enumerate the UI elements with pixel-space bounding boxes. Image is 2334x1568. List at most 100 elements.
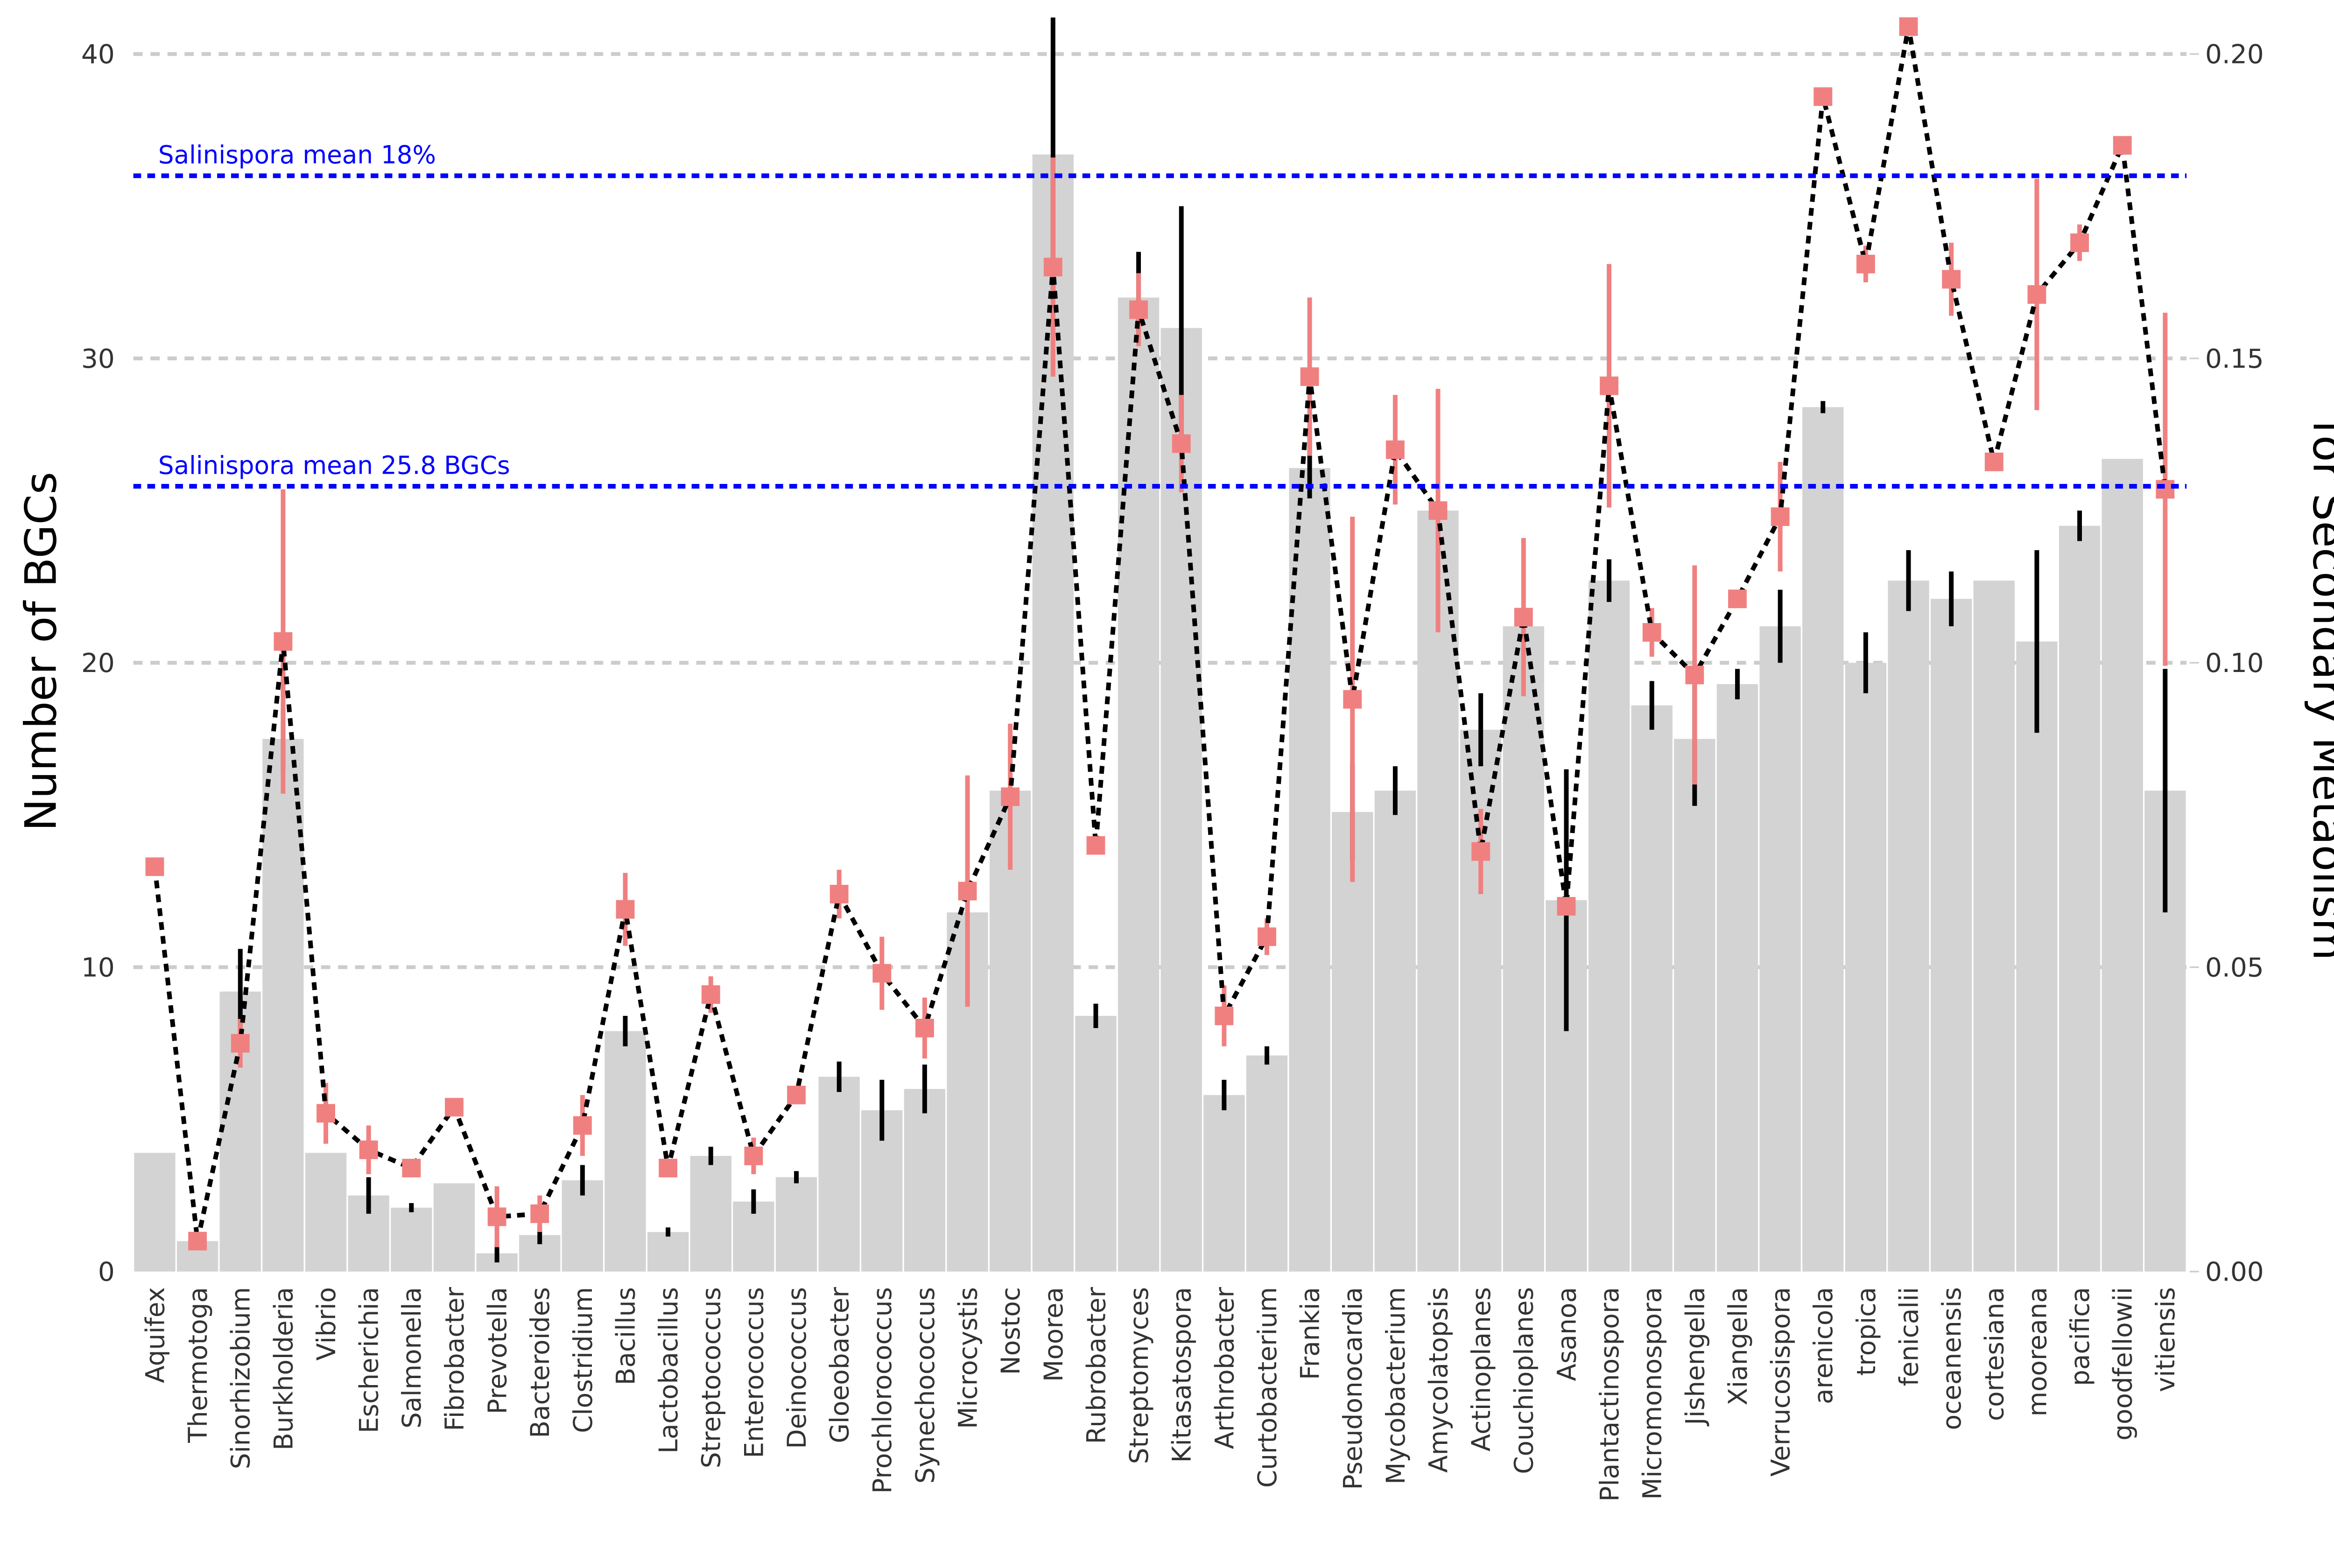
y2-tick-label: 0.00 xyxy=(2205,1257,2264,1288)
x-tick-label: Verrucosispora xyxy=(1766,1287,1796,1477)
y2-tick-label: 0.20 xyxy=(2205,40,2264,70)
bar xyxy=(2102,459,2143,1272)
point xyxy=(1343,690,1362,709)
point xyxy=(1215,1006,1234,1025)
x-tick-label: Prochlorococcus xyxy=(867,1287,897,1494)
point xyxy=(2156,480,2175,499)
point xyxy=(1258,927,1276,946)
x-tick-label: Mycobacterium xyxy=(1381,1287,1411,1484)
point xyxy=(1685,665,1704,685)
bar xyxy=(775,1177,817,1272)
y-tick-label: 30 xyxy=(81,344,115,374)
y-tick-label: 20 xyxy=(81,648,115,679)
x-tick-label: Sinorhizobium xyxy=(226,1287,256,1469)
bar xyxy=(433,1183,475,1272)
point xyxy=(573,1116,592,1135)
x-tick-label: Kitasatospora xyxy=(1167,1287,1197,1463)
x-tick-label: Prevotella xyxy=(483,1287,513,1414)
point xyxy=(1514,608,1533,627)
x-tick-label: pacifica xyxy=(2065,1287,2095,1386)
point xyxy=(1043,258,1062,277)
x-tick-label: Thermotoga xyxy=(183,1287,213,1443)
x-tick-label: mooreana xyxy=(2022,1287,2052,1416)
x-tick-label: Nostoc xyxy=(996,1287,1026,1375)
x-tick-label: cortesiana xyxy=(1980,1287,2010,1421)
point xyxy=(744,1146,763,1165)
x-tick-label: vitiensis xyxy=(2151,1287,2180,1392)
point xyxy=(274,632,293,651)
point xyxy=(1001,787,1020,806)
point xyxy=(1086,836,1105,855)
y2-tick-label: 0.10 xyxy=(2205,648,2264,679)
x-tick-label: Pseudonocardia xyxy=(1338,1287,1368,1490)
point xyxy=(402,1159,421,1177)
y-axis-title: Number of BGCs xyxy=(16,472,66,831)
x-tick-label: oceanensis xyxy=(1937,1287,1967,1430)
y-tick-label: 10 xyxy=(81,952,115,983)
bar xyxy=(134,1153,176,1272)
x-tick-label: Asanoa xyxy=(1552,1287,1582,1381)
point xyxy=(2027,285,2046,304)
bar xyxy=(1246,1055,1288,1272)
bar xyxy=(690,1155,731,1272)
point xyxy=(1385,440,1405,459)
y-tick-label: 40 xyxy=(81,40,115,70)
bar xyxy=(1759,626,1801,1272)
x-tick-label: Lactobacillus xyxy=(654,1287,683,1454)
point xyxy=(1428,501,1448,520)
bar xyxy=(1631,705,1673,1272)
x-tick-label: Frankia xyxy=(1295,1287,1325,1380)
bar xyxy=(605,1031,646,1272)
point xyxy=(1557,897,1576,916)
point xyxy=(1600,376,1618,395)
x-tick-label: Plantactinospora xyxy=(1595,1287,1624,1502)
point xyxy=(145,857,164,876)
y2-tick-label: 0.15 xyxy=(2205,344,2264,374)
x-tick-label: Curtobacterium xyxy=(1252,1287,1282,1488)
point xyxy=(958,882,977,901)
bar xyxy=(1374,791,1416,1272)
x-tick-label: Fibrobacter xyxy=(440,1287,470,1431)
point xyxy=(1471,842,1490,861)
bar xyxy=(1332,812,1373,1272)
point xyxy=(787,1085,806,1105)
x-tick-label: Escherichia xyxy=(354,1287,384,1433)
grid xyxy=(133,52,2187,969)
point xyxy=(2113,136,2132,155)
x-tick-label: Jishengella xyxy=(1680,1287,1710,1427)
point xyxy=(2070,233,2089,252)
bar xyxy=(647,1232,689,1272)
bar xyxy=(990,791,1031,1272)
x-tick-label: Vibrio xyxy=(311,1287,341,1361)
point xyxy=(487,1207,506,1226)
x-tick-label: Xiangella xyxy=(1723,1287,1753,1406)
bar xyxy=(1930,599,1972,1272)
point xyxy=(445,1098,464,1117)
x-tick-label: Synechococcus xyxy=(910,1287,940,1484)
bar xyxy=(1075,1015,1117,1272)
point xyxy=(830,885,849,903)
y2-axis-title: for Secondary Metaolism xyxy=(2304,420,2334,960)
bar xyxy=(1674,739,1715,1272)
point xyxy=(188,1232,207,1251)
bar xyxy=(818,1077,860,1272)
x-tick-label: Burkholderia xyxy=(268,1287,298,1450)
x-tick-label: Arthrobacter xyxy=(1209,1287,1239,1449)
bar xyxy=(1289,468,1330,1272)
bar xyxy=(305,1153,347,1272)
x-tick-label: Bacillus xyxy=(611,1287,640,1385)
point xyxy=(1728,589,1747,609)
bar xyxy=(391,1207,432,1272)
x-tick-label: fenicalii xyxy=(1894,1287,1924,1386)
bar xyxy=(1118,297,1160,1272)
point xyxy=(1771,507,1790,526)
point xyxy=(1984,452,2004,471)
x-tick-label: goodfellowii xyxy=(2108,1287,2138,1441)
x-tick-label: Amycolatopsis xyxy=(1423,1287,1453,1473)
x-tick-label: Bacteroides xyxy=(525,1287,555,1438)
point xyxy=(359,1140,378,1159)
reference-label: Salinispora mean 25.8 BGCs xyxy=(158,451,510,480)
point xyxy=(231,1034,250,1053)
bar xyxy=(2059,525,2101,1272)
